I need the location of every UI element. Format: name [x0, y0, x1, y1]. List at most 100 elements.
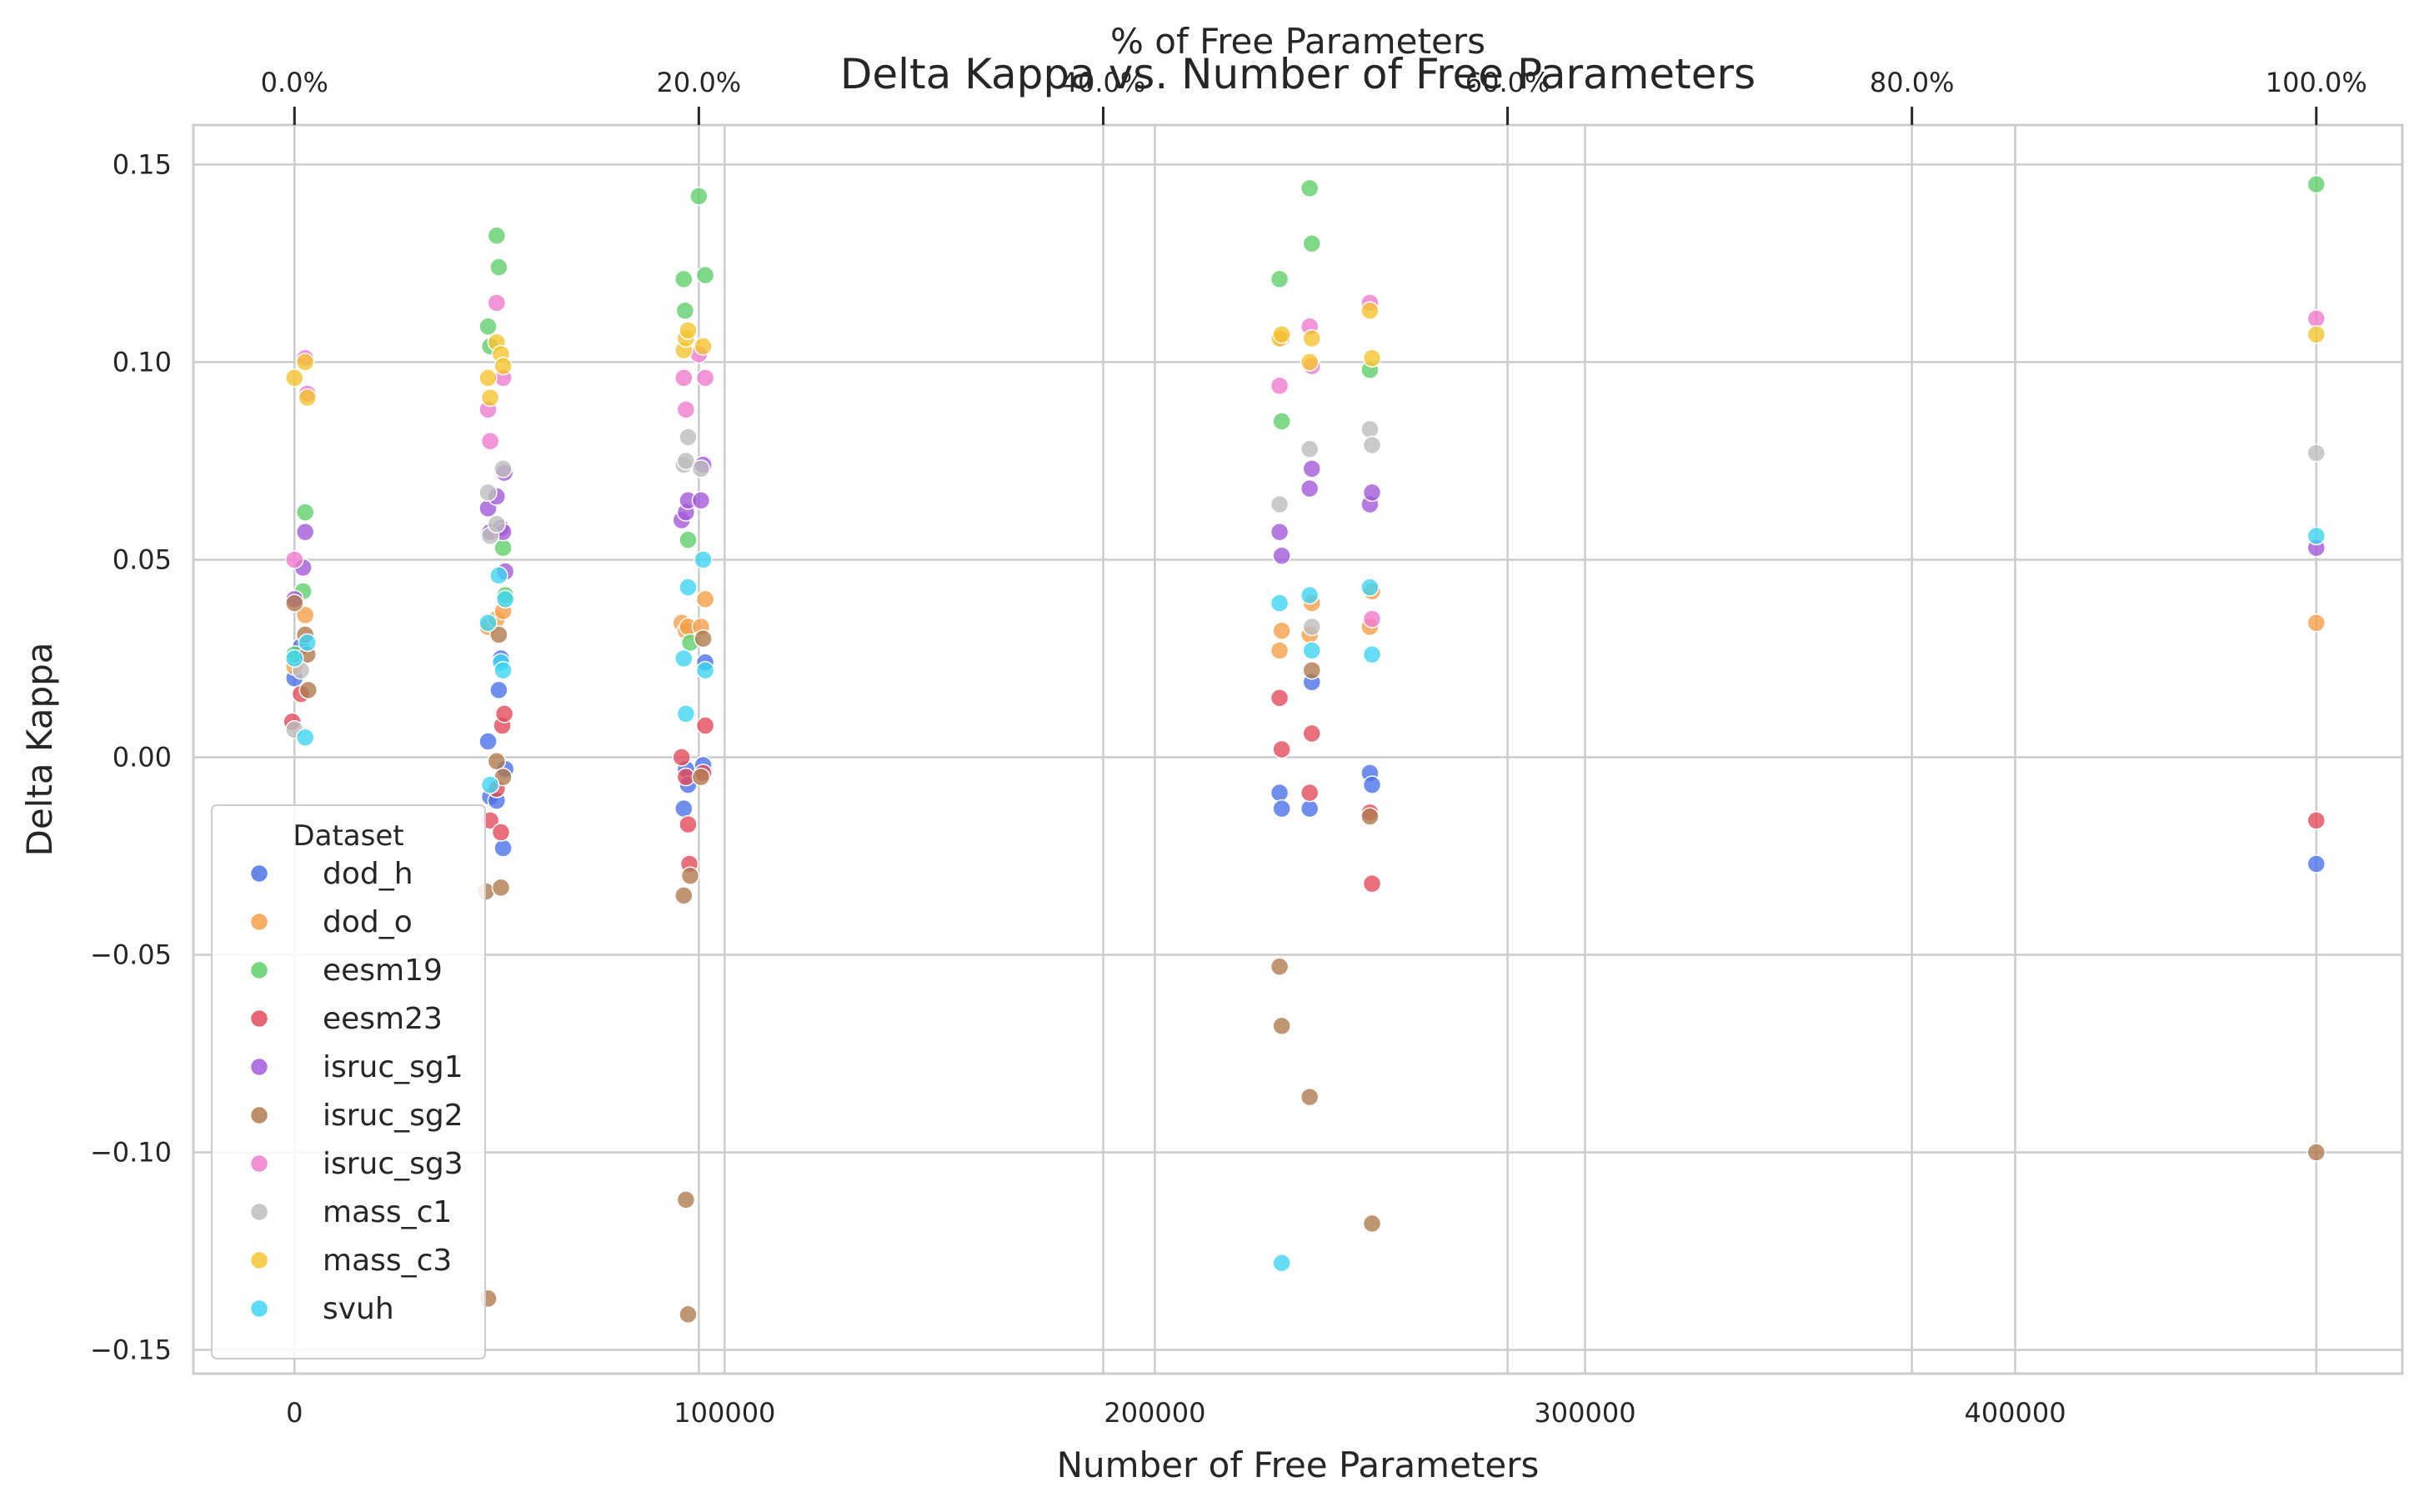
- data-point-isruc_sg3: [676, 400, 696, 419]
- legend-marker-isruc_sg1: [249, 1057, 269, 1077]
- data-point-mass_c1: [493, 459, 513, 478]
- data-point-isruc_sg2: [1302, 660, 1322, 680]
- data-point-isruc_sg3: [1270, 376, 1290, 396]
- data-point-eesm23: [2306, 811, 2326, 830]
- x-axis-title: Number of Free Parameters: [1057, 1444, 1540, 1485]
- legend-marker-isruc_sg3: [249, 1154, 269, 1174]
- legend-label-mass_c3: mass_c3: [323, 1244, 452, 1278]
- data-point-dod_o: [1272, 621, 1291, 641]
- top-x-tick-label: 40.0%: [1061, 67, 1146, 98]
- legend-label-eesm23: eesm23: [323, 1002, 443, 1036]
- data-point-svuh: [695, 660, 715, 680]
- data-point-mass_c3: [493, 356, 513, 376]
- data-point-svuh: [489, 566, 508, 585]
- data-point-svuh: [478, 613, 498, 633]
- data-point-isruc_sg3: [285, 550, 304, 569]
- data-point-mass_c3: [298, 388, 318, 408]
- y-axis-title: Delta Kappa: [19, 642, 60, 856]
- data-point-svuh: [1360, 578, 1380, 597]
- data-point-isruc_sg2: [1300, 1087, 1320, 1107]
- data-point-mass_c1: [487, 514, 507, 534]
- y-tick-label: 0.10: [113, 346, 172, 378]
- data-point-isruc_sg3: [695, 368, 715, 388]
- data-point-isruc_sg2: [487, 751, 507, 771]
- data-point-dod_o: [295, 605, 315, 625]
- data-point-eesm19: [2306, 174, 2326, 194]
- data-point-dod_h: [1270, 783, 1290, 803]
- data-point-svuh: [298, 633, 318, 653]
- y-tick-label: 0.15: [113, 148, 172, 180]
- data-point-isruc_sg2: [2306, 1143, 2326, 1162]
- data-point-mass_c3: [1302, 328, 1322, 348]
- x-tick-labels: 0 100000 200000 300000 400000: [286, 1397, 2066, 1429]
- y-tick-label: 0.00: [113, 741, 172, 773]
- top-x-axis-title: % of Free Parameters: [1110, 21, 1485, 62]
- data-point-svuh: [676, 704, 696, 723]
- data-point-dod_h: [1272, 799, 1291, 819]
- data-point-svuh: [1270, 593, 1290, 613]
- data-point-isruc_sg3: [674, 368, 694, 388]
- legend-label-dod_o: dod_o: [323, 905, 413, 939]
- data-point-eesm19: [679, 530, 698, 550]
- data-point-eesm19: [674, 269, 694, 289]
- data-point-eesm19: [1302, 233, 1322, 253]
- top-x-tick-label: 100.0%: [2266, 67, 2367, 98]
- data-point-dod_h: [1300, 799, 1320, 819]
- data-point-eesm19: [1270, 269, 1290, 289]
- y-tick-label: −0.15: [90, 1334, 172, 1366]
- legend-label-dod_h: dod_h: [323, 857, 413, 891]
- data-point-svuh: [1300, 585, 1320, 605]
- data-point-isruc_sg2: [1270, 957, 1290, 976]
- legend-label-isruc_sg2: isruc_sg2: [323, 1099, 463, 1133]
- y-tick-label: −0.10: [90, 1137, 172, 1169]
- data-point-isruc_sg2: [674, 886, 694, 905]
- legend-label-isruc_sg3: isruc_sg3: [323, 1147, 463, 1181]
- data-point-dod_h: [2306, 854, 2326, 874]
- data-point-mass_c1: [1270, 494, 1290, 514]
- legend-label-eesm19: eesm19: [323, 954, 443, 988]
- legend-marker-isruc_sg2: [249, 1105, 269, 1125]
- data-point-isruc_sg3: [1362, 609, 1382, 628]
- data-point-isruc_sg3: [2306, 309, 2326, 328]
- data-point-eesm19: [1272, 412, 1291, 431]
- legend-label-svuh: svuh: [323, 1292, 394, 1326]
- data-point-eesm19: [689, 187, 709, 206]
- legend-marker-dod_o: [249, 912, 269, 932]
- top-x-tick-label: 60.0%: [1465, 67, 1550, 98]
- data-point-dod_h: [1362, 775, 1382, 794]
- data-point-dod_o: [2306, 613, 2326, 633]
- data-point-eesm23: [1270, 688, 1290, 708]
- data-point-eesm23: [494, 704, 514, 723]
- data-point-mass_c1: [679, 428, 698, 447]
- data-point-mass_c3: [1360, 301, 1380, 321]
- data-point-mass_c3: [679, 321, 698, 340]
- legend-marker-eesm19: [249, 960, 269, 980]
- data-point-dod_h: [674, 799, 694, 819]
- x-tick-label: 100000: [674, 1397, 775, 1429]
- data-point-dod_h: [478, 732, 498, 751]
- data-point-eesm23: [695, 716, 715, 735]
- chart-title: Delta Kappa vs. Number of Free Parameter…: [840, 50, 1755, 98]
- y-tick-labels: 0.15 0.10 0.05 0.00 −0.05 −0.10 −0.15: [90, 148, 172, 1365]
- top-x-tick-label: 0.0%: [261, 67, 328, 98]
- data-point-mass_c3: [1362, 348, 1382, 368]
- data-point-isruc_sg1: [1302, 459, 1322, 478]
- data-point-isruc_sg2: [298, 680, 318, 700]
- top-x-tick-label: 80.0%: [1870, 67, 1955, 98]
- data-point-svuh: [1272, 1254, 1291, 1273]
- data-point-dod_o: [695, 589, 715, 609]
- data-point-eesm23: [672, 748, 691, 767]
- x-tick-label: 300000: [1534, 1397, 1635, 1429]
- data-point-isruc_sg2: [1272, 1016, 1291, 1036]
- data-points: [283, 174, 2326, 1324]
- y-tick-label: 0.05: [113, 543, 172, 575]
- data-point-isruc_sg2: [680, 866, 700, 885]
- data-point-eesm19: [478, 317, 498, 337]
- plot-frame: [192, 123, 2404, 1375]
- legend-marker-mass_c1: [249, 1202, 269, 1222]
- data-point-eesm23: [491, 823, 511, 842]
- legend-label-mass_c1: mass_c1: [323, 1195, 452, 1229]
- data-point-svuh: [679, 578, 698, 597]
- data-point-eesm19: [295, 503, 315, 522]
